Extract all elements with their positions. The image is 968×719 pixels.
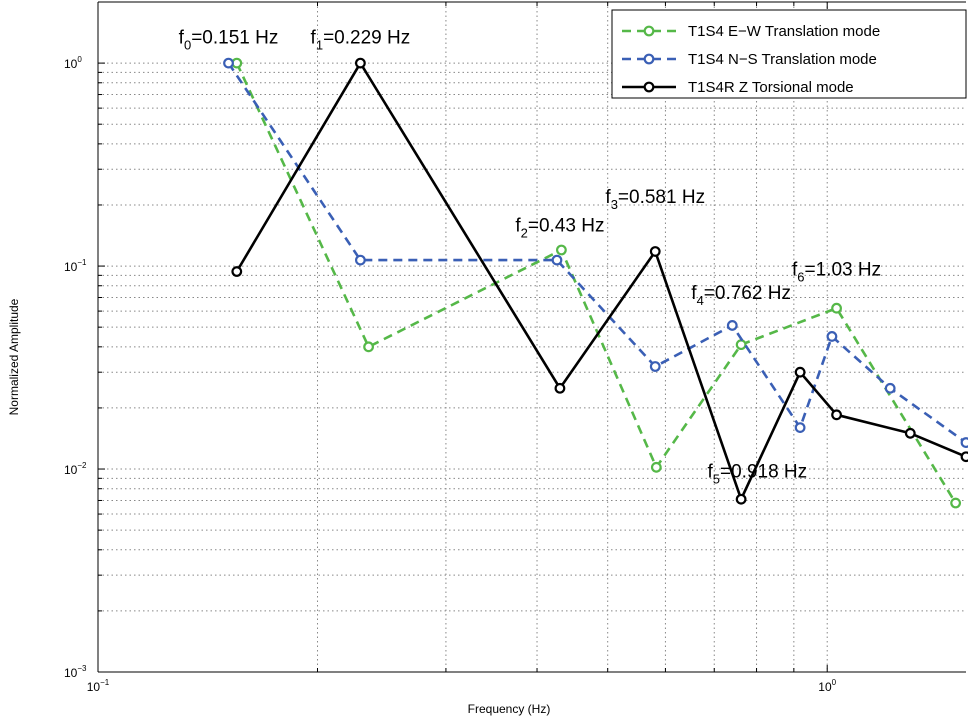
data-point: [354, 57, 366, 69]
data-point: [794, 366, 806, 378]
data-point: [794, 422, 806, 434]
data-point: [231, 266, 243, 277]
data-point: [649, 361, 661, 372]
data-point: [950, 497, 962, 509]
data-point: [831, 302, 842, 314]
legend-box: [611, 9, 967, 99]
legend-entry-2: T1S4 N−S Translation mode: [622, 51, 877, 68]
data-point: [960, 451, 968, 463]
series-3: [231, 57, 968, 505]
data-point: [726, 320, 738, 331]
legend-swatch-marker: [643, 81, 655, 93]
grid: [98, 1, 966, 672]
frequency-annotation: f0=0.151 Hz: [179, 27, 279, 52]
data-point: [556, 244, 567, 256]
data-point: [904, 427, 916, 439]
legend-entry-3: T1S4R Z Torsional mode: [622, 79, 854, 96]
data-point: [649, 246, 661, 257]
data-point: [826, 331, 838, 342]
x-axis-label: Frequency (Hz): [468, 702, 551, 716]
x-tick-label: 10−1: [87, 678, 110, 694]
data-point: [884, 382, 896, 394]
frequency-annotation: f2=0.43 Hz: [515, 216, 604, 241]
y-tick-label: 10−3: [64, 664, 87, 680]
legend-label: T1S4 E−W Translation mode: [688, 23, 880, 40]
frequency-annotation: f6=1.03 Hz: [792, 259, 881, 284]
frequency-annotation: f4=0.762 Hz: [691, 283, 791, 308]
frequency-annotation: f5=0.918 Hz: [707, 461, 807, 486]
y-axis-label: Normalized Amplitude: [7, 298, 21, 415]
legend-label: T1S4 N−S Translation mode: [688, 51, 877, 68]
legend-entry-1: T1S4 E−W Translation mode: [622, 23, 880, 40]
legend: T1S4 E−W Translation mode T1S4 N−S Transl…: [611, 9, 967, 99]
data-point: [831, 409, 842, 421]
data-point: [354, 254, 366, 266]
legend-swatch-marker: [643, 25, 655, 37]
data-point: [960, 437, 968, 448]
y-tick-label: 10−1: [64, 258, 87, 274]
data-point: [554, 382, 566, 394]
tick-labels: 10−1 100 100 10−1 10−2 10−3: [64, 55, 837, 694]
annotations: f0=0.151 Hz f1=0.229 Hz f2=0.43 Hzf3=0.581…: [179, 27, 881, 486]
data-point: [735, 339, 747, 351]
data-point: [223, 57, 234, 69]
series-1: [231, 57, 962, 509]
data-point: [735, 493, 747, 505]
data-point: [551, 254, 563, 266]
frequency-annotation: f1=0.229 Hz: [311, 27, 411, 52]
series-2: [223, 57, 968, 448]
y-tick-label: 100: [64, 55, 82, 71]
legend-label: T1S4R Z Torsional mode: [688, 79, 854, 96]
data-point: [363, 341, 374, 353]
data-point: [650, 461, 662, 473]
frequency-annotation: f3=0.581 Hz: [605, 187, 705, 212]
legend-swatch-marker: [643, 53, 655, 65]
x-tick-label: 100: [818, 678, 836, 694]
y-tick-label: 10−2: [64, 461, 87, 477]
axes-frame: [97, 1, 966, 673]
series-layer: [223, 57, 968, 509]
